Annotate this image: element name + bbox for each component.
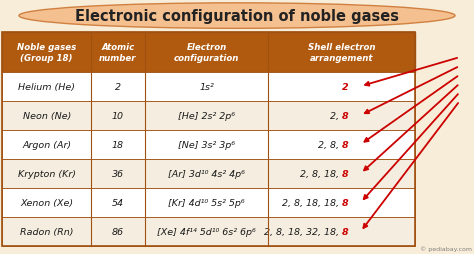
Text: 2, 8, 18, 32, 18,: 2, 8, 18, 32, 18,: [264, 227, 342, 236]
Text: [Xe] 4f¹⁴ 5d¹⁰ 6s² 6p⁶: [Xe] 4f¹⁴ 5d¹⁰ 6s² 6p⁶: [157, 227, 256, 236]
Text: 2: 2: [342, 82, 348, 91]
Text: Atomic
number: Atomic number: [99, 43, 137, 63]
Text: 2, 8, 18, 18,: 2, 8, 18, 18,: [282, 198, 342, 207]
Text: Electronic configuration of noble gases: Electronic configuration of noble gases: [75, 9, 399, 24]
Text: © pediabay.com: © pediabay.com: [419, 246, 472, 251]
Text: 8: 8: [342, 140, 348, 149]
Text: Radon (Rn): Radon (Rn): [20, 227, 73, 236]
Text: 8: 8: [342, 112, 348, 120]
Text: 2,: 2,: [329, 112, 342, 120]
Text: 36: 36: [112, 169, 124, 178]
Bar: [2, 72, 415, 101]
Text: 18: 18: [112, 140, 124, 149]
Text: [Ne] 3s² 3p⁶: [Ne] 3s² 3p⁶: [178, 140, 235, 149]
Ellipse shape: [19, 4, 455, 29]
Text: 86: 86: [112, 227, 124, 236]
Text: 8: 8: [342, 169, 348, 178]
Text: 54: 54: [112, 198, 124, 207]
Text: Shell electron
arrangement: Shell electron arrangement: [308, 43, 375, 63]
Text: Argon (Ar): Argon (Ar): [22, 140, 71, 149]
Text: [Kr] 4d¹⁰ 5s² 5p⁶: [Kr] 4d¹⁰ 5s² 5p⁶: [168, 198, 245, 207]
Bar: [2, 33, 415, 246]
Text: Krypton (Kr): Krypton (Kr): [18, 169, 76, 178]
Bar: [2, 217, 415, 246]
Text: [Ar] 3d¹⁰ 4s² 4p⁶: [Ar] 3d¹⁰ 4s² 4p⁶: [168, 169, 245, 178]
Text: Helium (He): Helium (He): [18, 82, 75, 91]
Text: 2, 8, 18,: 2, 8, 18,: [300, 169, 342, 178]
Bar: [2, 188, 415, 217]
Text: 2: 2: [115, 82, 121, 91]
Text: 8: 8: [342, 227, 348, 236]
Bar: [2, 160, 415, 188]
Bar: [2, 101, 415, 130]
Text: 2, 8,: 2, 8,: [318, 140, 342, 149]
Text: 10: 10: [112, 112, 124, 120]
Bar: [2, 130, 415, 160]
Text: 1s²: 1s²: [199, 82, 214, 91]
Text: Electron
configuration: Electron configuration: [174, 43, 239, 63]
Text: Noble gases
(Group 18): Noble gases (Group 18): [17, 43, 76, 63]
Text: [He] 2s² 2p⁶: [He] 2s² 2p⁶: [178, 112, 235, 120]
Text: 8: 8: [342, 198, 348, 207]
Bar: [2, 33, 415, 72]
Text: Neon (Ne): Neon (Ne): [22, 112, 71, 120]
Text: Xenon (Xe): Xenon (Xe): [20, 198, 73, 207]
